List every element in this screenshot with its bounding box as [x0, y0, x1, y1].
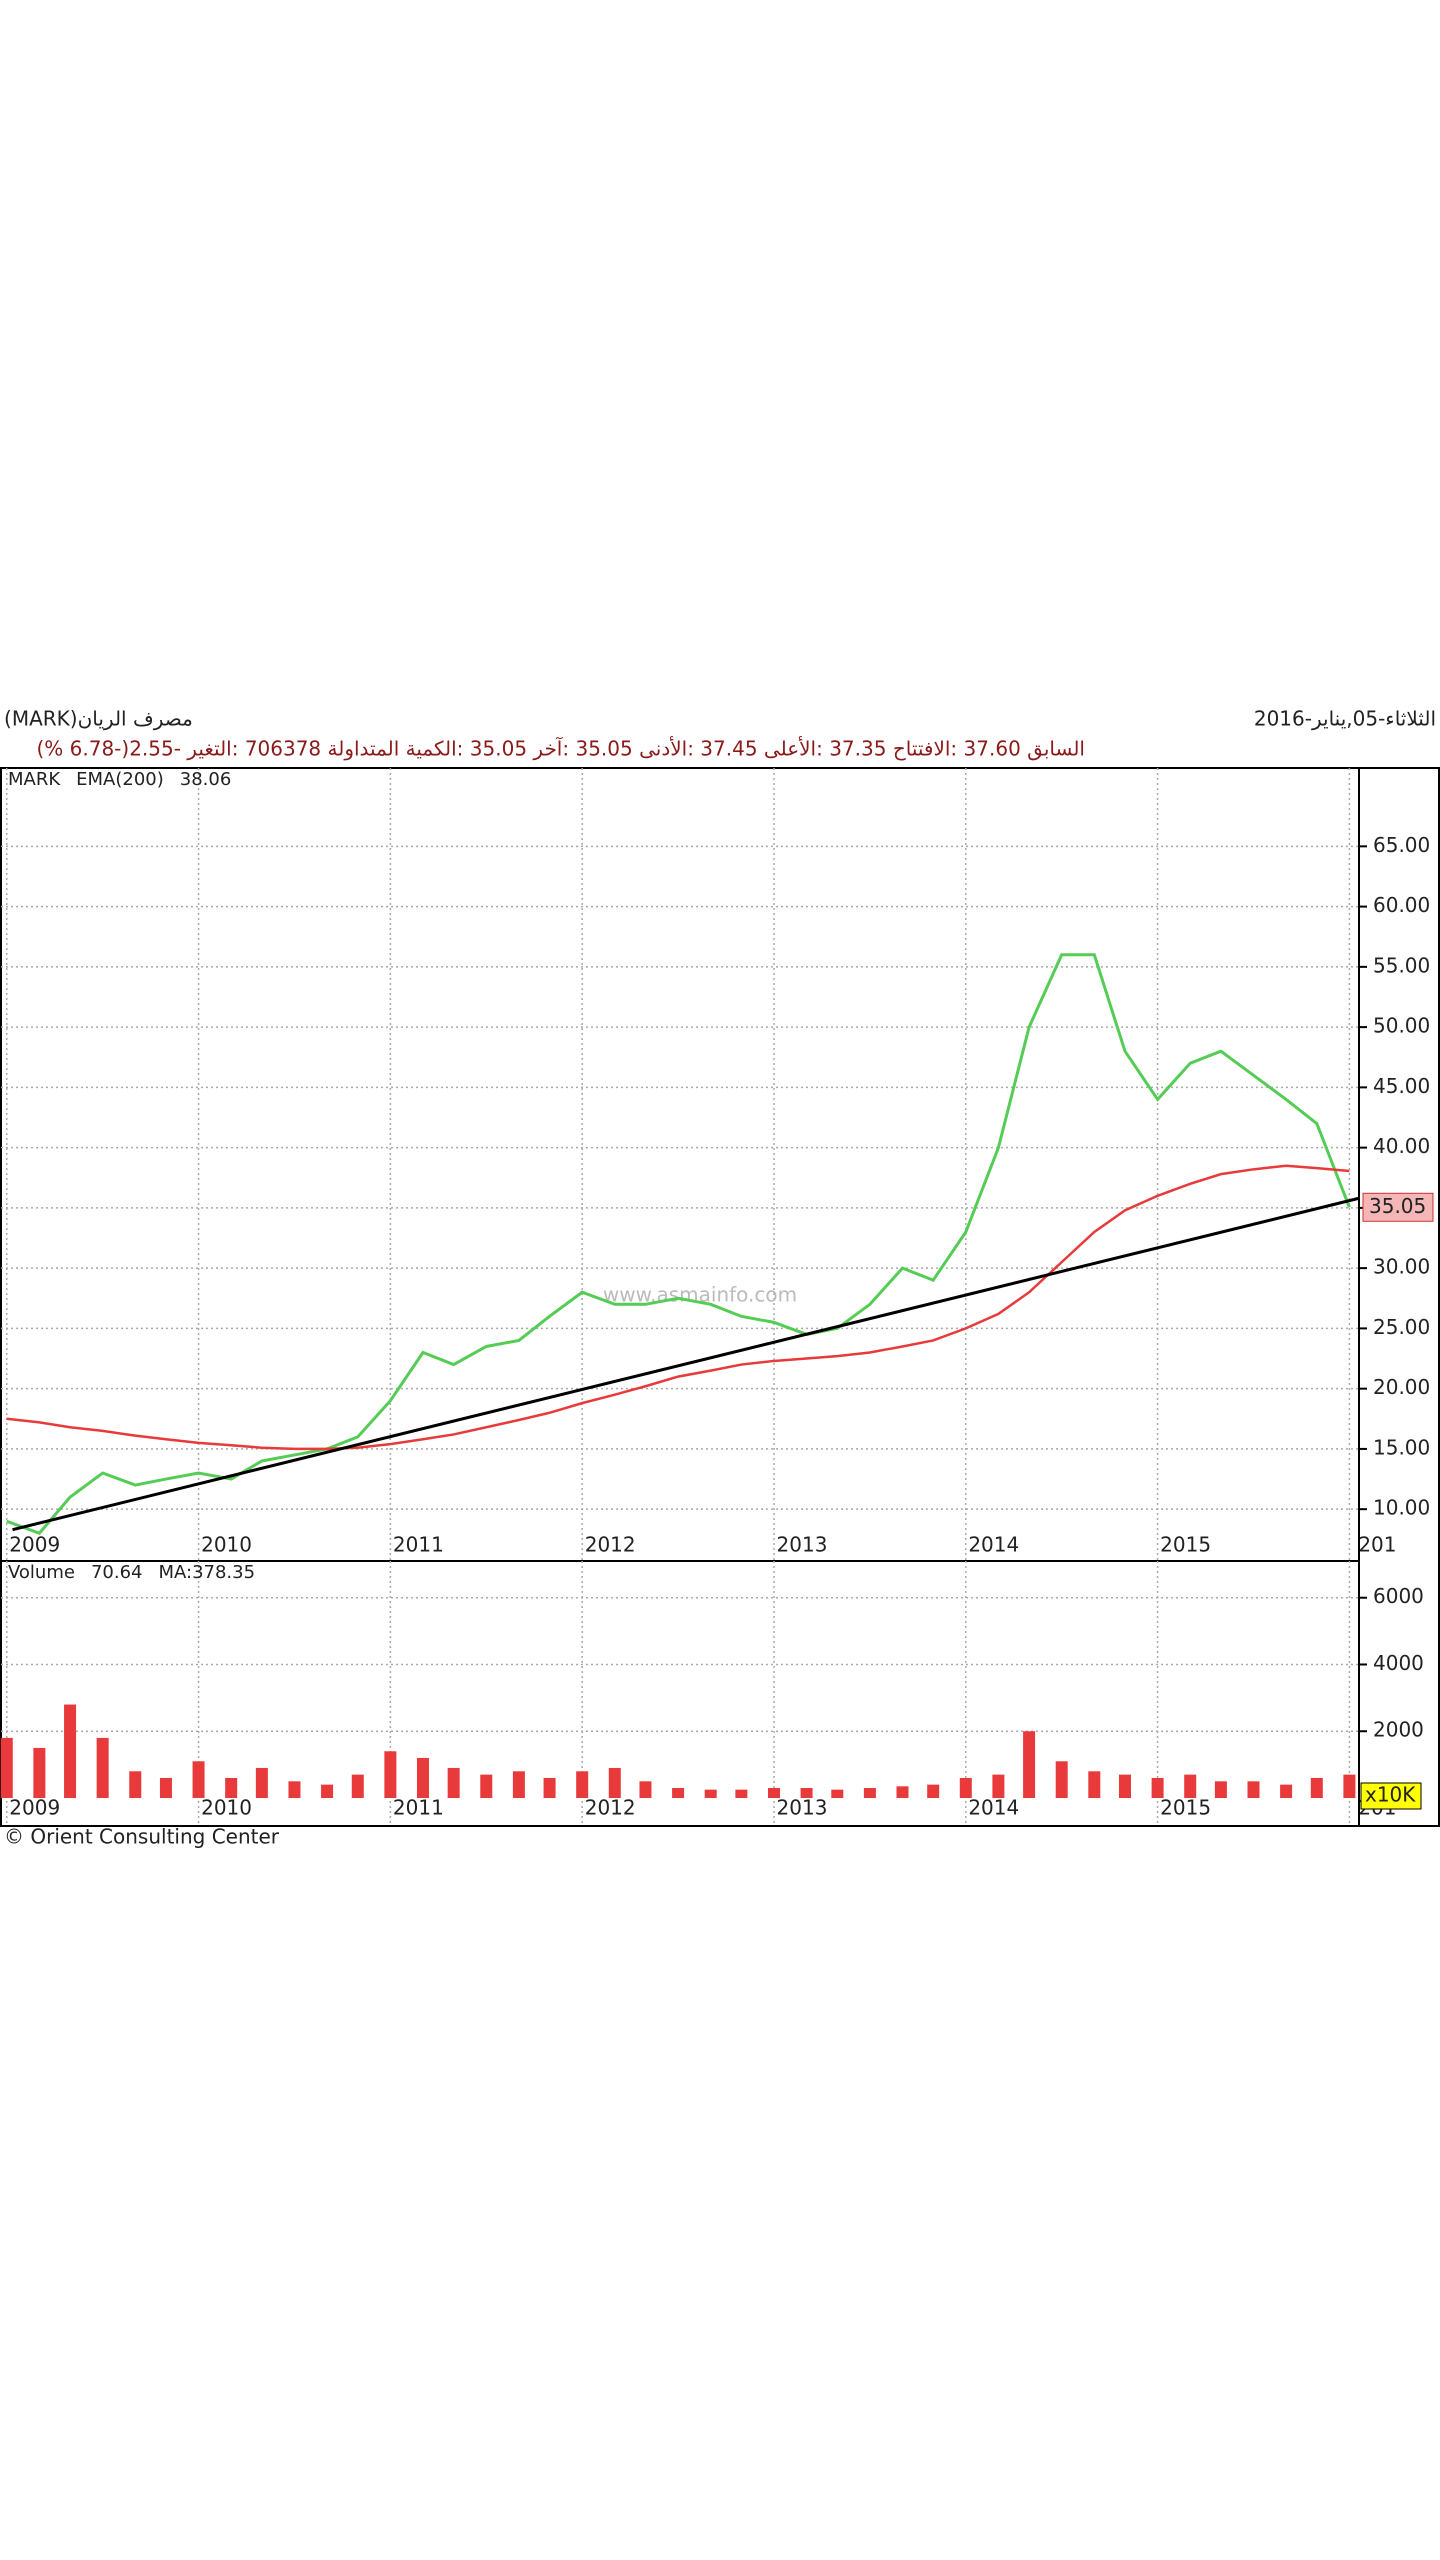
quote: السابق 37.60 :الافتتاح 37.35 :الأعلى 37.…	[36, 736, 1085, 761]
volume-bar	[288, 1781, 301, 1798]
volume-bar	[447, 1767, 460, 1798]
volume-bar	[255, 1767, 268, 1798]
volume-bar	[225, 1777, 238, 1798]
volume-bar	[0, 1737, 13, 1798]
volume-bar	[159, 1777, 172, 1798]
volume-bar	[129, 1771, 142, 1798]
volume-bar	[543, 1777, 556, 1798]
volume-bar	[767, 1787, 780, 1798]
y-tick-label: 30.00	[1373, 1255, 1430, 1279]
legend-entry: Volume	[8, 1562, 75, 1583]
x-tick-label: 2011	[393, 1533, 444, 1557]
x-tick-label: 2015	[1160, 1796, 1211, 1820]
unit-box	[1360, 1782, 1422, 1810]
volume-bar	[384, 1751, 397, 1798]
y-tick-label: 20.00	[1373, 1375, 1430, 1399]
y-tick-label: 45.00	[1373, 1074, 1430, 1098]
x-tick-label: 2013	[777, 1796, 828, 1820]
legend-entry: 70.64	[91, 1562, 143, 1583]
y-tick-label: 15.00	[1373, 1435, 1430, 1459]
volume-bar	[992, 1774, 1005, 1798]
volume-bar	[1151, 1777, 1164, 1798]
x-tick-label: 2012	[585, 1533, 636, 1557]
x-tick-label: 201	[1358, 1533, 1396, 1557]
footer: © Orient Consulting Center	[4, 1825, 280, 1849]
volume-bar	[1214, 1781, 1227, 1798]
x-tick-label: 2010	[201, 1533, 252, 1557]
y-tick-label: 55.00	[1373, 953, 1430, 977]
volume-panel	[0, 1560, 1360, 1827]
legend-entry: MA:378.35	[158, 1562, 255, 1583]
x-tick-label: 2014	[968, 1533, 1019, 1557]
ema-line	[6, 1164, 1350, 1451]
x-tick-label: 2011	[393, 1796, 444, 1820]
volume-bar	[959, 1777, 972, 1798]
x-tick-label: 2009	[9, 1796, 60, 1820]
trendline	[12, 1196, 1360, 1532]
legend-entry: EMA(200)	[76, 769, 164, 790]
volume-bar	[1310, 1777, 1323, 1798]
date: الثلاثاء-05,يناير-2016	[1254, 707, 1436, 731]
volume-bar	[1023, 1731, 1036, 1798]
volume-bar	[192, 1761, 205, 1798]
volume-bar	[608, 1767, 621, 1798]
volume-bar	[1088, 1771, 1101, 1798]
volume-bar	[1280, 1784, 1293, 1798]
x-tick-label: 2014	[968, 1796, 1019, 1820]
volume-bar	[639, 1781, 652, 1798]
y-tick-label: 2000	[1373, 1718, 1424, 1742]
volume-bar	[512, 1771, 525, 1798]
y-tick-label: 40.00	[1373, 1134, 1430, 1158]
y-tick-label: 10.00	[1373, 1496, 1430, 1520]
x-tick-label: 2013	[777, 1533, 828, 1557]
volume-bar	[927, 1784, 940, 1798]
volume-bar	[831, 1789, 844, 1798]
volume-bar	[1118, 1774, 1131, 1798]
volume-bar	[351, 1774, 364, 1798]
y-tick-label: 65.00	[1373, 833, 1430, 857]
volume-bar	[735, 1789, 748, 1798]
volume-bar	[704, 1789, 717, 1798]
x-tick-label: 2010	[201, 1796, 252, 1820]
volume-bar	[1247, 1781, 1260, 1798]
price-line	[6, 953, 1351, 1536]
y-tick-label: 6000	[1373, 1584, 1424, 1608]
unit-label: x10K	[1365, 1783, 1416, 1807]
y-tick-label: 50.00	[1373, 1014, 1430, 1038]
volume-bar	[64, 1704, 77, 1798]
volume-bar	[321, 1784, 334, 1798]
x-tick-label: 2015	[1160, 1533, 1211, 1557]
legend-entry: 38.06	[180, 769, 232, 790]
volume-bar	[96, 1737, 109, 1798]
volume-bar	[896, 1786, 909, 1798]
volume-bar	[1055, 1761, 1068, 1798]
volume-bar	[800, 1787, 813, 1798]
volume-bar	[672, 1787, 685, 1798]
volume-bar	[416, 1757, 429, 1798]
y-tick-label: 4000	[1373, 1651, 1424, 1675]
x-tick-label: 2012	[585, 1796, 636, 1820]
y-tick-label: 60.00	[1373, 893, 1430, 917]
volume-bar	[1184, 1774, 1197, 1798]
volume-bar	[863, 1787, 876, 1798]
last-price-box	[1362, 1192, 1434, 1222]
symbol: مصرف الريان(MARK)	[4, 707, 193, 731]
last-price-label: 35.05	[1369, 1194, 1426, 1218]
legend-entry: MARK	[8, 769, 61, 790]
y-tick-label: 25.00	[1373, 1315, 1430, 1339]
volume-bar	[33, 1747, 46, 1798]
x-tick-label: 2009	[9, 1533, 60, 1557]
volume-bar	[1343, 1774, 1356, 1798]
volume-bar	[480, 1774, 493, 1798]
volume-bar	[576, 1771, 589, 1798]
